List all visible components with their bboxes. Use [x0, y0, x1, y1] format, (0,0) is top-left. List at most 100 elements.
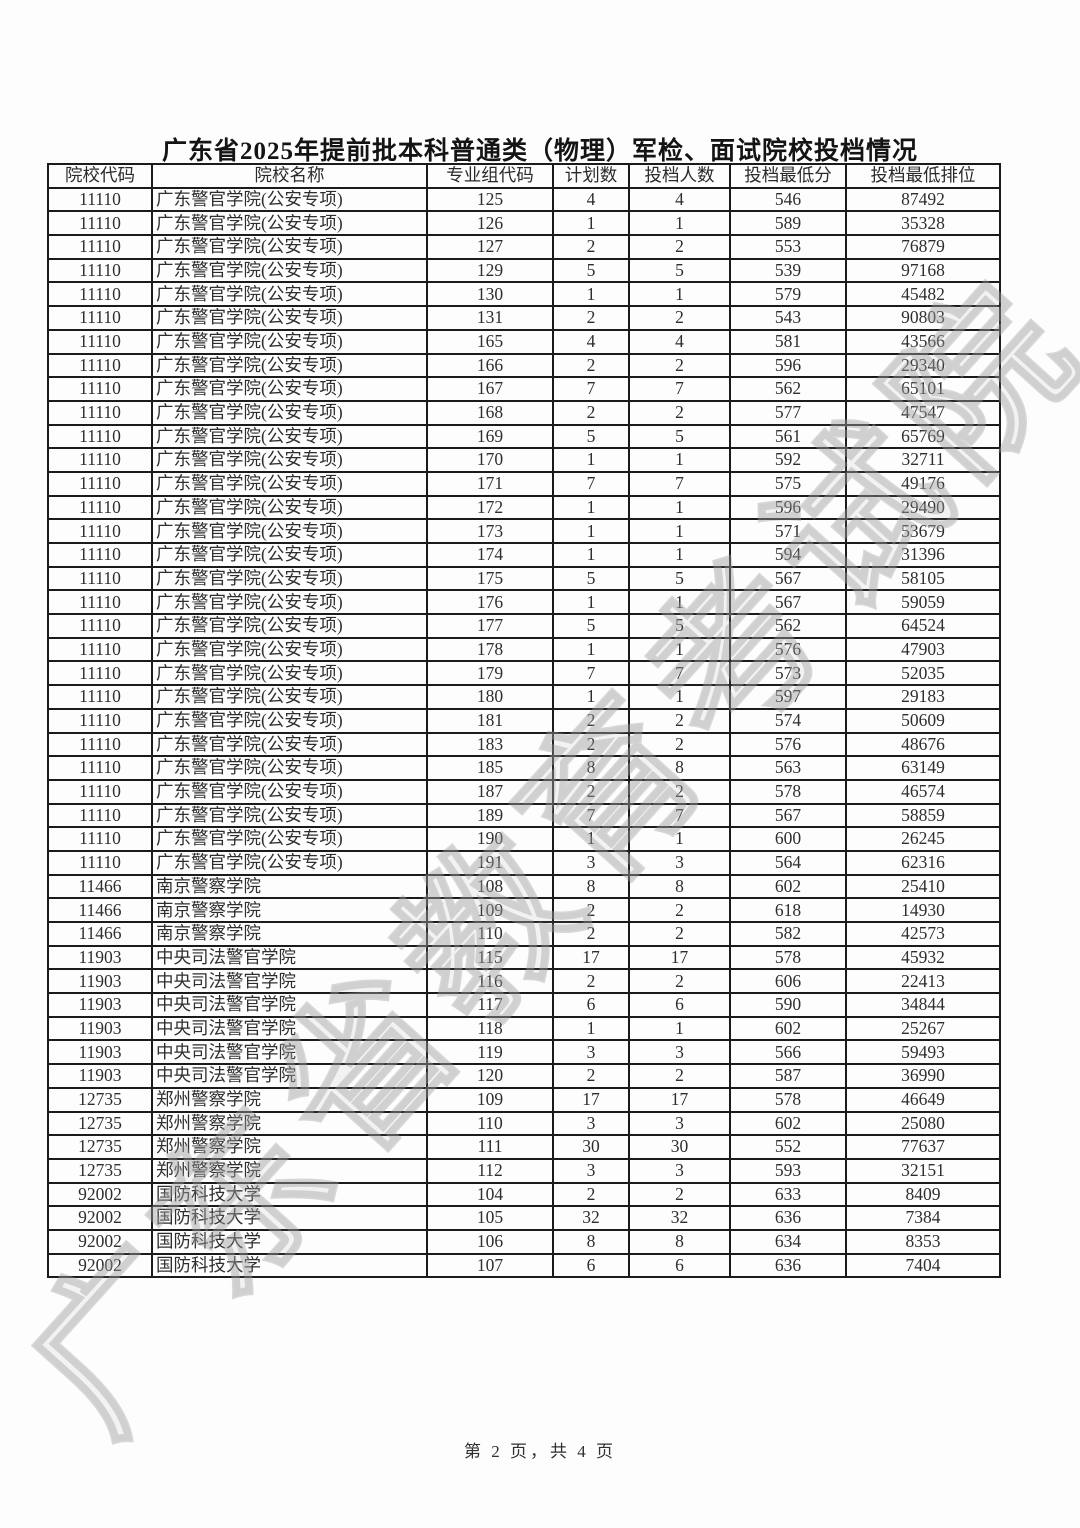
- table-cell: 87492: [845, 186, 1001, 213]
- table-cell: 11110: [47, 399, 153, 426]
- table-cell: 32711: [845, 447, 1001, 473]
- table-cell: 11110: [47, 731, 153, 758]
- table-cell: 广东警官学院(公安专项): [151, 755, 428, 781]
- table-cell: 165: [426, 328, 554, 355]
- table-cell: 3: [628, 1039, 731, 1066]
- table-row: 11110 广东警官学院(公安专项) 169 5 5 561 65769: [47, 423, 1001, 450]
- table-cell: 602: [729, 1015, 847, 1042]
- table-cell: 广东警官学院(公安专项): [151, 636, 428, 663]
- table-cell: 48676: [845, 731, 1001, 758]
- table-cell: 2: [552, 1181, 630, 1208]
- table-cell: 176: [426, 589, 554, 616]
- table-cell: 11110: [47, 281, 153, 308]
- table-cell: 8409: [845, 1181, 1001, 1208]
- table-cell: 11110: [47, 542, 153, 568]
- table-row: 11466 南京警察学院 110 2 2 582 42573: [47, 921, 1001, 947]
- table-cell: 广东警官学院(公安专项): [151, 494, 428, 521]
- table-cell: 618: [729, 897, 847, 923]
- table-cell: 11903: [47, 944, 153, 971]
- table-cell: 2: [552, 234, 630, 260]
- table-cell: 32: [552, 1205, 630, 1231]
- table-cell: 589: [729, 210, 847, 237]
- table-cell: 广东警官学院(公安专项): [151, 447, 428, 473]
- table-cell: 1: [628, 447, 731, 473]
- table-cell: 26245: [845, 826, 1001, 852]
- table-cell: 539: [729, 257, 847, 284]
- table-row: 11110 广东警官学院(公安专项) 131 2 2 543 90803: [47, 305, 1001, 331]
- table-row: 11110 广东警官学院(公安专项) 166 2 2 596 29340: [47, 352, 1001, 379]
- table-cell: 11110: [47, 565, 153, 592]
- table-cell: 576: [729, 731, 847, 758]
- table-cell: 1: [628, 518, 731, 544]
- table-cell: 125: [426, 186, 554, 213]
- table-cell: 563: [729, 755, 847, 781]
- page-title: 广东省2025年提前批本科普通类（物理）军检、面试院校投档情况: [161, 138, 918, 165]
- table-cell: 171: [426, 470, 554, 497]
- table-cell: 1: [628, 210, 731, 237]
- table-cell: 2: [628, 731, 731, 758]
- table-cell: 64524: [845, 613, 1001, 639]
- table-cell: 45482: [845, 281, 1001, 308]
- table-cell: 109: [426, 897, 554, 923]
- table-cell: 11110: [47, 802, 153, 829]
- table-cell: 3: [552, 1039, 630, 1066]
- table-cell: 1: [628, 494, 731, 521]
- table-row: 11110 广东警官学院(公安专项) 178 1 1 576 47903: [47, 636, 1001, 663]
- table-cell: 南京警察学院: [151, 873, 428, 900]
- table-cell: 594: [729, 542, 847, 568]
- table-cell: 92002: [47, 1252, 153, 1279]
- table-cell: 3: [628, 849, 731, 876]
- table-row: 11903 中央司法警官学院 117 6 6 590 34844: [47, 992, 1001, 1018]
- table-cell: 110: [426, 1110, 554, 1137]
- table-cell: 17: [628, 944, 731, 971]
- table-cell: 南京警察学院: [151, 897, 428, 923]
- table-cell: 5: [552, 565, 630, 592]
- table-cell: 77637: [845, 1134, 1001, 1160]
- table-cell: 59493: [845, 1039, 1001, 1066]
- table-cell: 郑州警察学院: [151, 1157, 428, 1184]
- table-cell: 广东警官学院(公安专项): [151, 660, 428, 687]
- table-row: 11903 中央司法警官学院 118 1 1 602 25267: [47, 1015, 1001, 1042]
- table-cell: 578: [729, 944, 847, 971]
- table-cell: 43566: [845, 328, 1001, 355]
- table-row: 12735 郑州警察学院 109 17 17 578 46649: [47, 1086, 1001, 1113]
- table-row: 11110 广东警官学院(公安专项) 180 1 1 597 29183: [47, 684, 1001, 710]
- table-row: 11110 广东警官学院(公安专项) 181 2 2 574 50609: [47, 707, 1001, 734]
- table-cell: 546: [729, 186, 847, 213]
- table-cell: 1: [628, 281, 731, 308]
- table-cell: 593: [729, 1157, 847, 1184]
- table-cell: 578: [729, 778, 847, 805]
- table-cell: 110: [426, 921, 554, 947]
- table-cell: 579: [729, 281, 847, 308]
- table-cell: 1: [628, 589, 731, 616]
- table-cell: 广东警官学院(公安专项): [151, 518, 428, 544]
- table-cell: 1: [628, 1015, 731, 1042]
- table-cell: 7: [552, 802, 630, 829]
- table-cell: 189: [426, 802, 554, 829]
- table-cell: 12735: [47, 1086, 153, 1113]
- table-cell: 7: [628, 802, 731, 829]
- table-cell: 2: [552, 778, 630, 805]
- table-cell: 8: [552, 755, 630, 781]
- table-row: 11110 广东警官学院(公安专项) 125 4 4 546 87492: [47, 186, 1001, 213]
- table-cell: 187: [426, 778, 554, 805]
- table-cell: 108: [426, 873, 554, 900]
- table-cell: 中央司法警官学院: [151, 992, 428, 1018]
- table-cell: 180: [426, 684, 554, 710]
- table-row: 11110 广东警官学院(公安专项) 127 2 2 553 76879: [47, 234, 1001, 260]
- table-cell: 1: [552, 447, 630, 473]
- table-cell: 636: [729, 1252, 847, 1279]
- table-cell: 中央司法警官学院: [151, 1015, 428, 1042]
- table-cell: 172: [426, 494, 554, 521]
- header-college-code: 院校代码: [47, 163, 153, 189]
- header-min-rank: 投档最低排位: [845, 163, 1001, 189]
- table-cell: 633: [729, 1181, 847, 1208]
- table-cell: 17: [552, 944, 630, 971]
- table-cell: 4: [552, 186, 630, 213]
- table-cell: 59059: [845, 589, 1001, 616]
- table-cell: 562: [729, 613, 847, 639]
- table-cell: 11466: [47, 897, 153, 923]
- table-cell: 11466: [47, 921, 153, 947]
- table-cell: 2: [628, 968, 731, 995]
